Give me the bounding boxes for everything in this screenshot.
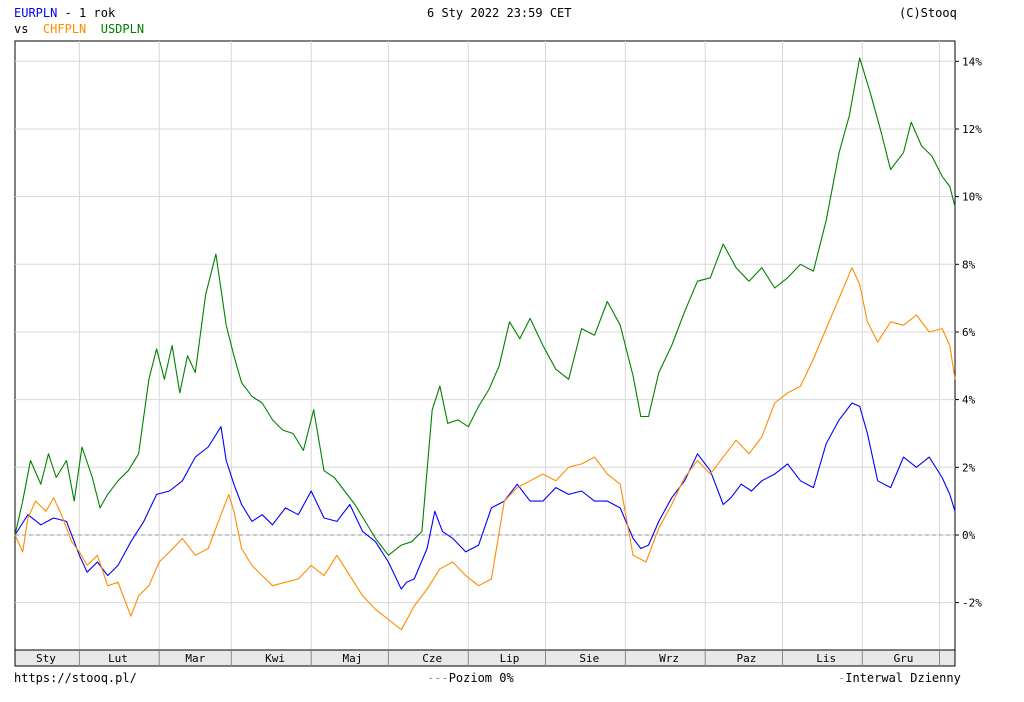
y-tick-label: 0%: [962, 529, 976, 542]
x-tick-label: Kwi: [265, 652, 285, 665]
series-line-usdpln[interactable]: [14, 57, 956, 556]
compare-symbol-chfpln[interactable]: CHFPLN: [42, 22, 87, 36]
period-label: - 1 rok: [64, 6, 116, 20]
compare-symbol-usdpln[interactable]: USDPLN: [100, 22, 145, 36]
series-line-eurpln[interactable]: [14, 402, 956, 590]
grid-lines: [15, 41, 955, 650]
y-tick-label: 12%: [962, 123, 982, 136]
main-symbol-label[interactable]: EURPLN: [14, 6, 58, 20]
x-tick-label: Gru: [894, 652, 914, 665]
x-tick-label: Lip: [500, 652, 520, 665]
copyright-label: (C)Stooq: [899, 6, 957, 20]
chart-legend-line-1: EURPLN - 1 rok: [14, 6, 115, 20]
plot-area: [14, 40, 956, 651]
series-lines: [14, 57, 956, 631]
source-url-link[interactable]: https://stooq.pl/: [14, 671, 137, 685]
interval-legend: -Interwal Dzienny: [838, 671, 961, 685]
vs-label: vs: [14, 22, 29, 36]
y-tick-label: 8%: [962, 258, 976, 271]
x-tick-label: Mar: [185, 652, 205, 665]
y-tick-label: 2%: [962, 461, 976, 474]
y-tick-label: -2%: [962, 597, 982, 610]
chart-legend-line-2: vs CHFPLN USDPLN: [14, 22, 144, 36]
x-tick-label: Lut: [108, 652, 128, 665]
interval-label: Interwal Dzienny: [845, 671, 961, 685]
series-line-chfpln[interactable]: [14, 267, 956, 631]
x-tick-label: Wrz: [659, 652, 679, 665]
y-tick-label: 14%: [962, 55, 982, 68]
x-tick-label: Lis: [816, 652, 836, 665]
dashed-line-icon: ---: [427, 671, 449, 685]
chart-datetime: 6 Sty 2022 23:59 CET: [427, 6, 572, 20]
y-tick-label: 6%: [962, 326, 976, 339]
x-axis-ticks: Sty Lut Mar Kwi Maj Cze Lip Sie Wrz Paz Lis Gru: [36, 650, 940, 666]
x-axis-band: [14, 649, 956, 667]
reference-level-label: Poziom 0%: [448, 671, 514, 685]
x-tick-label: Paz: [736, 652, 756, 665]
x-tick-label: Maj: [342, 652, 362, 665]
x-tick-label: Sie: [579, 652, 599, 665]
y-tick-label: 10%: [962, 191, 982, 204]
reference-level-legend: ---Poziom 0%: [427, 671, 514, 685]
y-tick-label: 4%: [962, 394, 976, 407]
x-tick-label: Cze: [422, 652, 442, 665]
y-axis-ticks: -2% 0% 2% 4% 6% 8% 10% 12% 14%: [955, 55, 982, 610]
x-tick-label: Sty: [36, 652, 56, 665]
interval-marker-icon: -: [838, 671, 846, 685]
